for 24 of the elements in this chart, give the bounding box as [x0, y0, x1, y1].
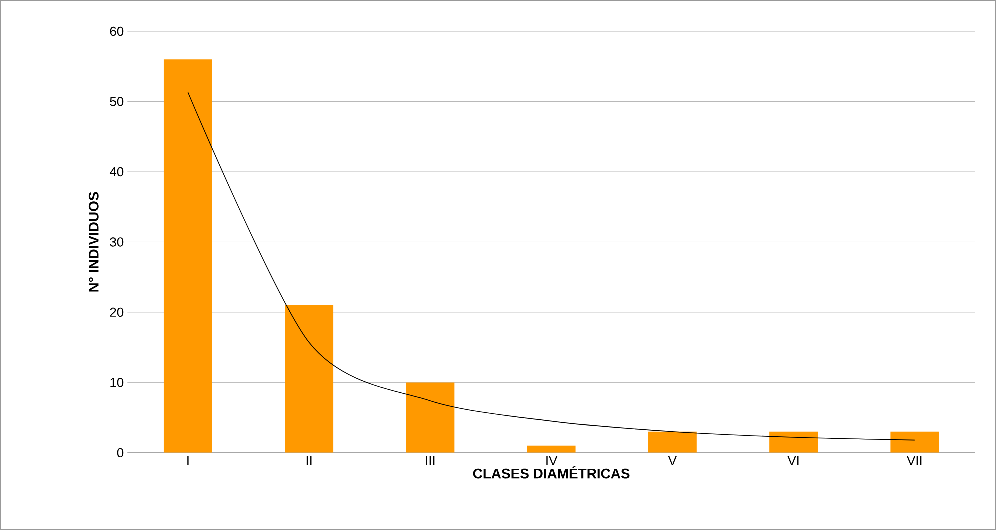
line-series	[188, 92, 916, 441]
y-tick-label: 20	[110, 308, 124, 318]
y-tick-label: 0	[117, 448, 124, 458]
y-tick-label: 10	[110, 378, 124, 388]
x-axis-title: CLASES DIAMÉTRICAS	[473, 466, 630, 479]
y-tick-label: 50	[110, 97, 124, 107]
y-tick-label: 40	[110, 168, 124, 177]
x-tick-label: VI	[788, 456, 799, 466]
y-tick-label: 60	[110, 27, 124, 36]
x-tick-label: II	[306, 456, 312, 466]
bar	[285, 306, 334, 454]
x-tick-label: V	[668, 456, 677, 466]
bar	[890, 432, 940, 454]
x-tick-label: IV	[546, 456, 558, 466]
bar	[527, 446, 576, 454]
x-tick-label: I	[188, 456, 189, 466]
y-tick-label: 30	[110, 238, 124, 248]
x-tick-label: III	[426, 456, 435, 466]
y-axis-title: N° INDIVIDUOS	[88, 192, 99, 292]
bar	[164, 60, 212, 454]
bar	[648, 432, 697, 454]
bar	[770, 432, 818, 454]
x-tick-label: VII	[907, 456, 922, 466]
bar	[406, 382, 455, 454]
